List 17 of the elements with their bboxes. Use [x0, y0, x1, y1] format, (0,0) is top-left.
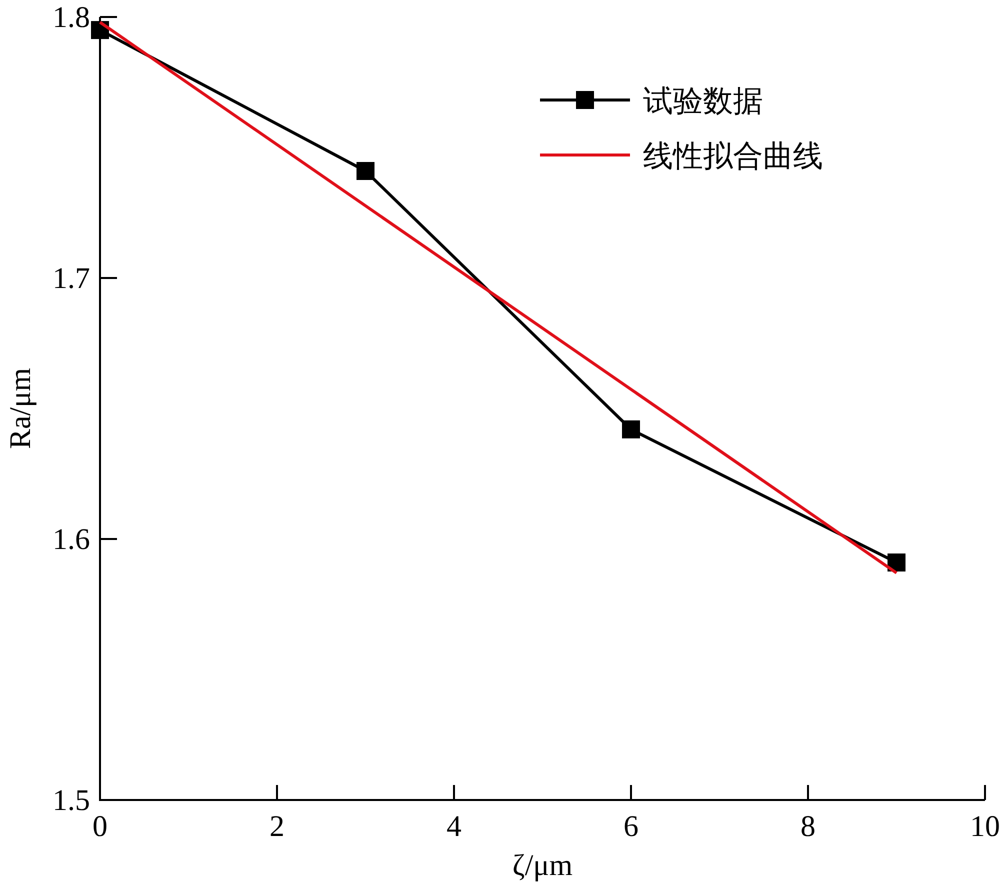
legend-label: 试验数据	[643, 85, 763, 118]
y-tick-label: 1.6	[52, 523, 90, 556]
x-tick-label: 2	[270, 810, 284, 843]
y-tick-label: 1.8	[52, 1, 90, 34]
y-tick-label: 1.7	[52, 262, 90, 295]
y-tick-label: 1.5	[52, 784, 90, 817]
point	[356, 162, 374, 180]
point	[622, 420, 640, 438]
x-tick-label: 4	[446, 810, 462, 843]
y-axis-title: Ra/μm	[4, 368, 37, 450]
x-tick-label: 10	[970, 810, 1000, 843]
x-tick-label: 0	[92, 810, 108, 843]
point	[888, 553, 906, 572]
x-axis-title: ζ/μm	[512, 849, 573, 882]
x-tick-label: 8	[800, 810, 816, 843]
legend-label: 线性拟合曲线	[643, 140, 823, 173]
x-tick-label: 6	[624, 810, 638, 843]
